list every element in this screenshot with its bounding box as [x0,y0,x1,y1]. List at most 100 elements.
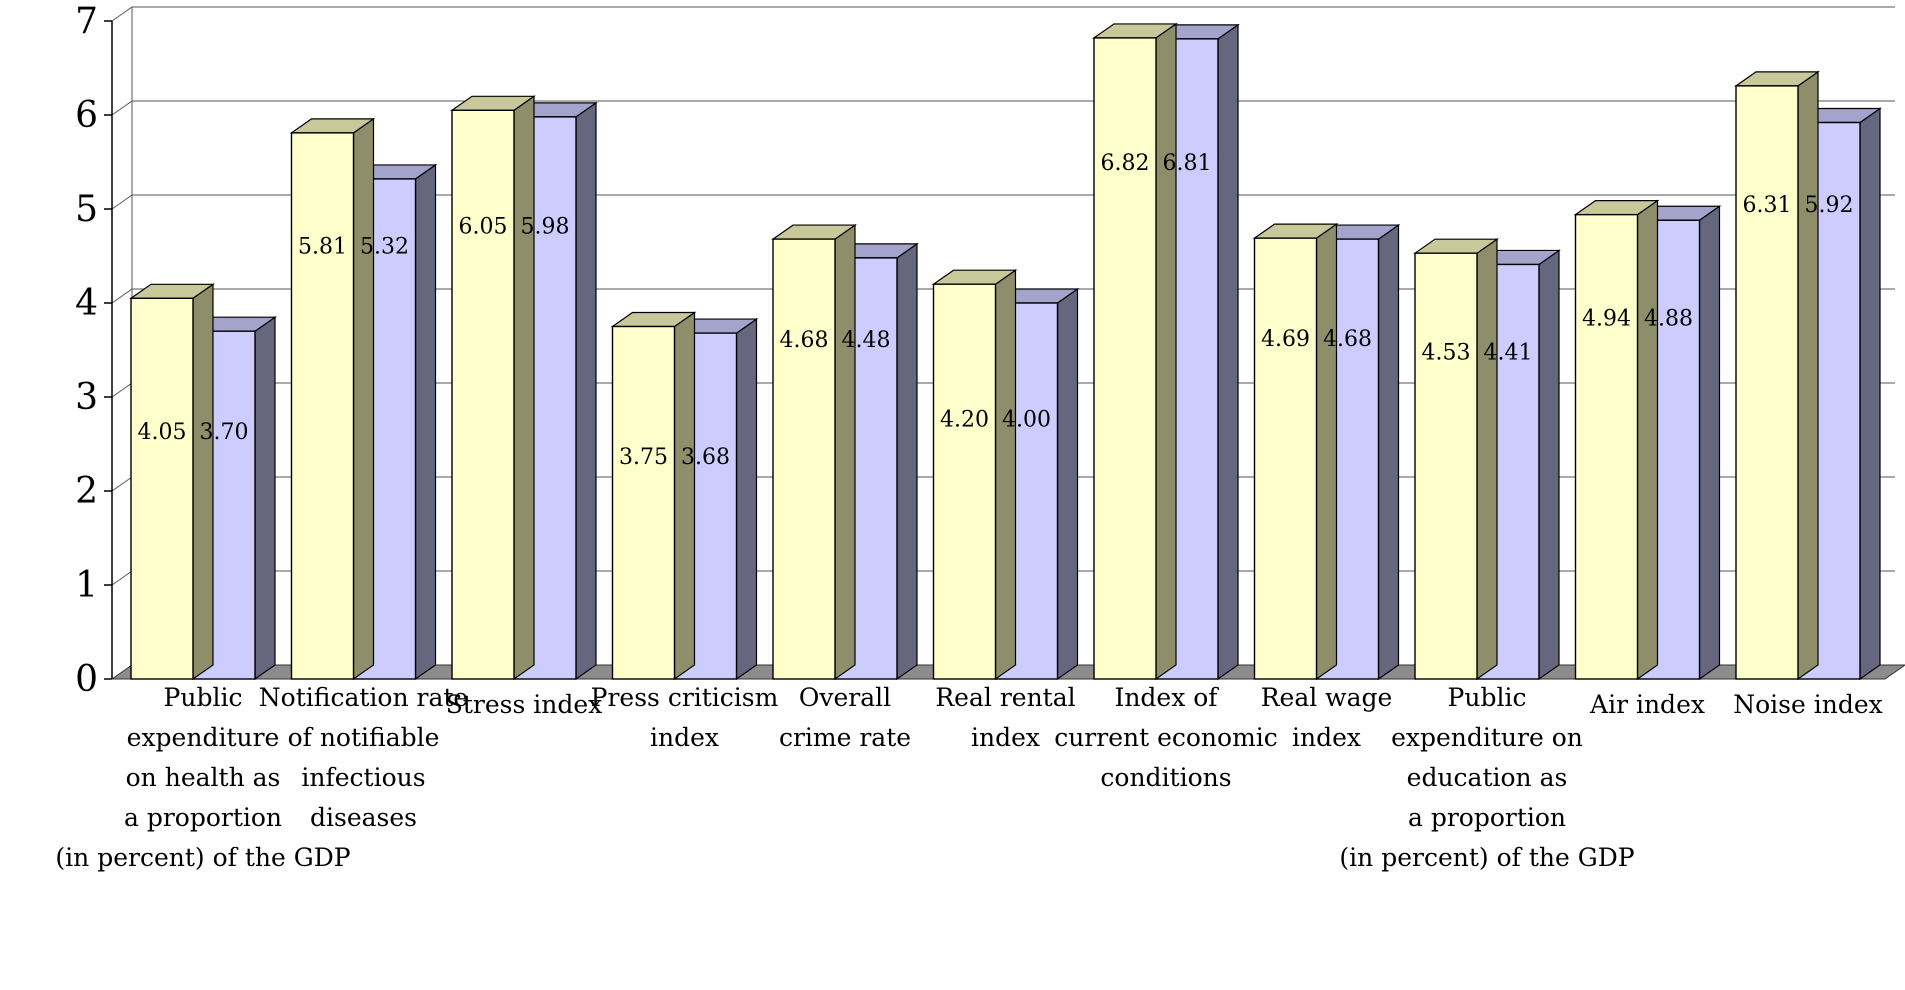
category-label: Stress index [446,690,603,719]
category-label: Real wage [1261,683,1393,712]
bar-side [1056,287,1079,681]
bar-side [1315,222,1338,681]
category-label: education as [1407,763,1568,792]
bars: 4.05 3.70 5.81 5.32 6.05 5.98 3.75 3.68 4.68 4.48… [110,22,1905,681]
category-label: Overall [799,683,891,712]
bar-side [1217,23,1239,681]
gridline-wall [111,288,133,304]
category-labels: Public expenditure on health as a proportio… [55,683,1882,872]
category-label: Air index [1589,690,1705,719]
category-label: expenditure on [1391,723,1583,752]
category-label: crime rate [779,723,911,752]
category-label: (in percent) of the GDP [1339,843,1634,872]
y-tick-label: 1 [75,565,98,606]
data-label: 6.05 [459,215,508,240]
data-label: 3.68 [681,445,730,470]
bar-series-1 [1093,37,1157,680]
gridline-wall [111,100,133,116]
bar-side [1636,199,1659,681]
data-label: 5.32 [360,234,409,259]
bar-side [192,283,214,681]
y-tick-label: 7 [75,1,98,42]
bar-side [414,163,437,681]
bar-side [1698,205,1721,681]
bar-series-1 [290,132,355,680]
bar-series-1 [772,238,836,680]
category-label: expenditure [127,723,280,752]
data-label: 4.68 [1323,327,1372,352]
data-label: 4.94 [1582,306,1631,331]
category-label: Real rental [935,683,1075,712]
data-label: 3.70 [200,420,249,445]
data-label: 4.20 [940,408,989,433]
bar-series-1 [1414,252,1478,680]
data-label: 4.05 [138,420,187,445]
bar-side [254,316,276,681]
data-label: 6.82 [1101,151,1150,176]
bar-side [1476,238,1498,681]
gridline-wall [111,476,133,492]
y-tick-label: 5 [75,189,98,230]
data-label: 6.81 [1163,151,1212,176]
category-label: infectious [301,763,425,792]
category-label: Index of [1114,683,1219,712]
category-label: Notification rate [259,683,468,712]
bar-side [735,317,758,681]
data-label: 4.69 [1261,327,1310,352]
category-label: current economic [1054,723,1278,752]
bar-series-1 [1574,213,1639,680]
bar-side [575,101,597,681]
category-label: (in percent) of the GDP [55,843,350,872]
category-label: a proportion [1408,803,1566,832]
bar-side [513,95,535,681]
bar-side [994,269,1017,681]
bar-side [896,242,918,681]
bar-side [834,223,856,681]
data-label: 5.92 [1805,193,1854,218]
data-label: 4.41 [1484,340,1533,365]
bar-series-1 [611,325,676,680]
category-label: index [1292,723,1361,752]
gridline-wall [111,6,133,22]
data-label: 6.31 [1743,193,1792,218]
gridline-wall [111,570,133,586]
gridline-wall [111,382,133,398]
category-label: Press criticism [591,683,779,712]
data-label: 5.81 [298,234,347,259]
data-label: 3.75 [619,445,668,470]
data-label: 4.68 [780,328,829,353]
category-label: on health as [126,763,281,792]
bar-series-1 [1253,237,1318,680]
y-tick-label: 2 [75,471,98,512]
category-label: index [971,723,1040,752]
category-label: Public [164,683,243,712]
bar-side [673,311,696,681]
data-label: 4.88 [1644,306,1693,331]
data-label: 4.00 [1002,408,1051,433]
y-tick-label: 6 [75,95,98,136]
bar-series-1 [451,109,515,680]
bar-series-1 [932,283,997,680]
bar-side [352,117,375,681]
bar-series-1 [1735,85,1799,680]
bar-side [1859,107,1881,681]
y-tick-label: 4 [75,283,98,324]
y-tick-label: 3 [75,377,98,418]
category-label: conditions [1100,763,1231,792]
data-label: 4.53 [1422,340,1471,365]
gridline-wall [111,194,133,210]
data-label: 4.48 [842,328,891,353]
bar-side [1797,70,1819,681]
category-label: of notifiable [288,723,440,752]
data-label: 5.98 [521,215,570,240]
bar-side [1155,22,1177,681]
category-label: a proportion [124,803,282,832]
bar-series-1 [130,297,194,680]
bar-side [1377,223,1400,681]
category-label: diseases [310,803,417,832]
bar-side [1538,249,1560,681]
category-label: Public [1448,683,1527,712]
y-axis: 0 1 2 3 4 5 6 7 [75,1,133,700]
y-tick-label: 0 [75,659,98,700]
